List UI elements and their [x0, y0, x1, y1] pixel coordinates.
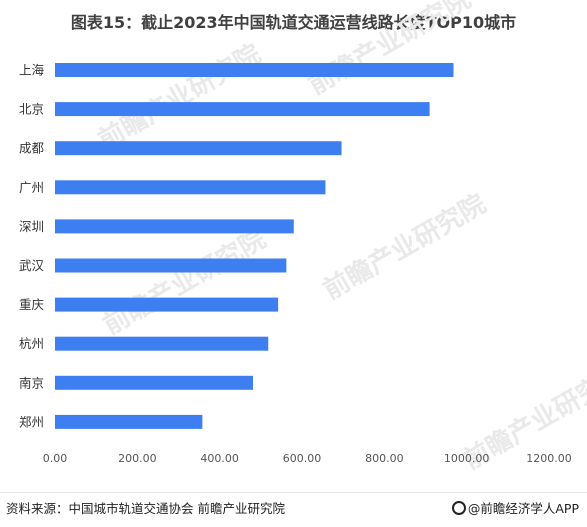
category-label: 武汉: [19, 258, 45, 273]
x-tick-label: 800.00: [365, 452, 404, 465]
bar-6: [55, 297, 279, 312]
x-tick-label: 1000.00: [444, 452, 490, 465]
bar-9: [55, 414, 203, 429]
category-label: 南京: [19, 375, 44, 390]
category-label: 广州: [19, 180, 44, 195]
x-tick-label: 1200.00: [526, 452, 572, 465]
category-label: 北京: [19, 102, 44, 117]
bar-4: [55, 219, 294, 234]
bar-1: [55, 102, 430, 117]
brand-credit: @前瞻经济学人APP: [451, 498, 579, 517]
brand-text: @前瞻经济学人APP: [467, 501, 579, 516]
brand-logo-icon: [451, 501, 466, 515]
chart-title: 图表15：截止2023年中国轨道交通运营线路长度TOP10城市: [70, 13, 517, 32]
source-note: 资料来源：中国城市轨道交通协会 前瞻产业研究院: [6, 501, 285, 516]
bar-7: [55, 336, 269, 351]
bars-layer: [55, 63, 454, 429]
x-tick-labels: 0.00 200.00 400.00 600.00 800.00 1000.00 1200.…: [43, 452, 572, 465]
watermark-text: 前瞻产业研究院: [318, 188, 491, 306]
watermark-text: 前瞻产业研究院: [303, 0, 476, 101]
category-label: 成都: [19, 141, 45, 156]
bar-2: [55, 141, 342, 156]
category-label: 重庆: [19, 297, 45, 312]
x-tick-label: 200.00: [118, 452, 157, 465]
category-label: 杭州: [19, 336, 44, 351]
bar-3: [55, 180, 326, 195]
bar-0: [55, 63, 454, 77]
x-tick-label: 0.00: [43, 452, 68, 465]
bar-5: [55, 258, 287, 273]
category-label: 深圳: [19, 219, 44, 234]
watermark-text: 前瞻产业研究院: [93, 38, 266, 156]
x-tick-label: 400.00: [200, 452, 239, 465]
category-label: 上海: [19, 63, 45, 78]
x-tick-label: 600.00: [283, 452, 322, 465]
category-label: 郑州: [19, 414, 44, 429]
bar-8: [55, 375, 254, 390]
footer-divider: [0, 492, 587, 493]
watermark-text: 前瞻产业研究院: [98, 223, 271, 341]
